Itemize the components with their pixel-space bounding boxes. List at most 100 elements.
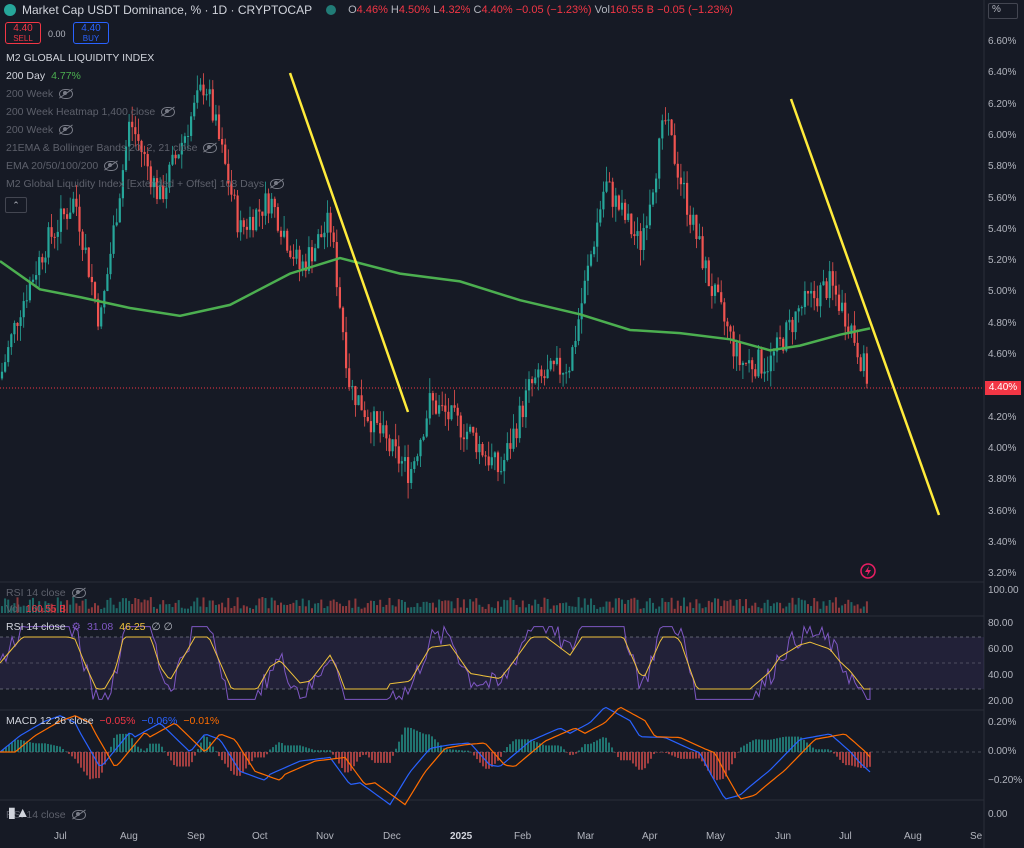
vol-pane-title: RSI 14 close bbox=[6, 587, 66, 599]
candle-body bbox=[707, 260, 710, 287]
macd-hist-bar bbox=[758, 739, 760, 752]
volume-bar bbox=[199, 606, 202, 613]
indicator-legend-item[interactable]: 200 Week bbox=[6, 124, 74, 136]
macd-hist-bar bbox=[812, 747, 814, 752]
volume-bar bbox=[363, 607, 366, 613]
indicator-legend-item[interactable]: 200 Week Heatmap 1,400 close bbox=[6, 106, 176, 118]
macd-hist-bar bbox=[494, 752, 496, 764]
macd-hist-bar bbox=[41, 743, 43, 752]
macd-hist-bar bbox=[137, 746, 139, 752]
volume-bar bbox=[407, 607, 410, 613]
visibility-off-icon[interactable] bbox=[104, 161, 119, 171]
volume-bar bbox=[69, 604, 72, 613]
macd-hist-bar bbox=[458, 750, 460, 752]
symbol-title[interactable]: Market Cap USDT Dominance, % · 1D · CRYP… bbox=[22, 3, 313, 17]
trendline-2[interactable] bbox=[789, 98, 941, 516]
candle-body bbox=[797, 308, 800, 312]
volume-bar bbox=[754, 602, 757, 613]
volume-bar bbox=[590, 598, 592, 613]
indicator-name: 200 Week Heatmap 1,400 close bbox=[6, 106, 156, 118]
candle-body bbox=[292, 257, 295, 259]
time-tick-label: Sep bbox=[187, 831, 205, 842]
volume-bar bbox=[701, 608, 704, 613]
visibility-off-icon[interactable] bbox=[59, 125, 74, 135]
volume-bar bbox=[462, 599, 465, 613]
visibility-off-icon[interactable] bbox=[270, 179, 285, 189]
visibility-off-icon[interactable] bbox=[59, 89, 74, 99]
macd-hist-bar bbox=[662, 752, 664, 753]
visibility-off-icon[interactable] bbox=[203, 143, 218, 153]
indicator-legend-item[interactable]: 200 Week bbox=[6, 88, 74, 100]
macd-hist-bar bbox=[572, 752, 574, 755]
indicator-legend-item[interactable]: 21EMA & Bollinger Bands 20, 2, 21 close bbox=[6, 142, 218, 154]
visibility-off-icon[interactable] bbox=[71, 588, 86, 598]
indicator-legend-item[interactable]: 200 Day 4.77% bbox=[6, 70, 81, 82]
lightning-icon[interactable] bbox=[860, 563, 876, 579]
macd-hist-bar bbox=[320, 750, 322, 752]
buy-button[interactable]: 4.40 BUY bbox=[73, 22, 109, 44]
candle-body bbox=[0, 371, 4, 379]
macd-hist-bar bbox=[254, 752, 256, 758]
candle-body bbox=[710, 286, 713, 296]
indicator-legend-item[interactable]: M2 Global Liquidity Index [Extended + Of… bbox=[6, 178, 285, 190]
volume-bar bbox=[152, 606, 155, 613]
candle-body bbox=[208, 89, 211, 95]
macd-hist-bar bbox=[227, 752, 229, 768]
volume-bar bbox=[692, 607, 695, 613]
macd-hist-bar bbox=[764, 739, 766, 752]
volume-bar bbox=[245, 606, 248, 613]
macd-hist-bar bbox=[71, 752, 73, 757]
settings-icon[interactable]: ⚙ bbox=[71, 621, 81, 633]
candle-body bbox=[168, 164, 171, 188]
volume-bar bbox=[729, 599, 732, 613]
volume-bar bbox=[369, 600, 372, 613]
volume-bar bbox=[320, 599, 323, 613]
macd-hist-bar bbox=[245, 752, 247, 769]
indicator-legend-item[interactable]: M2 GLOBAL LIQUIDITY INDEX bbox=[6, 52, 154, 64]
volume-bar bbox=[100, 608, 103, 613]
candle-body bbox=[317, 234, 320, 249]
macd-hist-bar bbox=[8, 744, 10, 752]
macd-hist-bar bbox=[383, 752, 385, 763]
volume-bar bbox=[698, 603, 701, 613]
candle-body bbox=[782, 338, 785, 351]
volume-bar bbox=[720, 606, 723, 613]
candle-body bbox=[301, 261, 304, 269]
volume-bar bbox=[441, 601, 444, 613]
volume-bar bbox=[608, 601, 611, 613]
trendline-1[interactable] bbox=[288, 72, 410, 413]
visibility-off-icon[interactable] bbox=[71, 810, 86, 820]
macd-hist-bar bbox=[707, 752, 709, 771]
volume-bar bbox=[149, 597, 152, 613]
candle-body bbox=[59, 208, 62, 232]
visibility-off-icon[interactable] bbox=[161, 107, 176, 117]
candle-body bbox=[521, 405, 524, 418]
volume-bar bbox=[745, 599, 747, 613]
volume-bar bbox=[717, 598, 720, 613]
volume-bar bbox=[348, 600, 351, 613]
macd-hist-bar bbox=[26, 741, 28, 752]
volume-bar bbox=[63, 604, 65, 613]
vol-axis-top: 100.00 bbox=[988, 585, 1019, 596]
indicator-legend-item[interactable]: EMA 20/50/100/200 bbox=[6, 160, 119, 172]
collapse-legend-button[interactable]: ⌃ bbox=[5, 197, 27, 213]
candle-body bbox=[614, 195, 617, 207]
volume-bar bbox=[50, 603, 53, 613]
volume-bar bbox=[295, 600, 298, 613]
macd-hist-bar bbox=[608, 742, 610, 752]
volume-bar bbox=[66, 600, 69, 613]
volume-bar bbox=[165, 604, 168, 613]
macd-hist-bar bbox=[281, 743, 283, 752]
macd-hist-bar bbox=[284, 745, 286, 752]
scale-unit[interactable]: % bbox=[988, 3, 1018, 19]
candle-body bbox=[115, 222, 118, 226]
macd-hist-bar bbox=[95, 752, 97, 779]
macd-hist-bar bbox=[329, 750, 331, 752]
sell-button[interactable]: 4.40 SELL bbox=[5, 22, 41, 44]
candle-body bbox=[165, 187, 168, 200]
candle-body bbox=[565, 372, 568, 374]
macd-hist-bar bbox=[350, 752, 352, 771]
macd-hist-bar bbox=[440, 745, 442, 752]
macd-hist-bar bbox=[611, 747, 613, 752]
